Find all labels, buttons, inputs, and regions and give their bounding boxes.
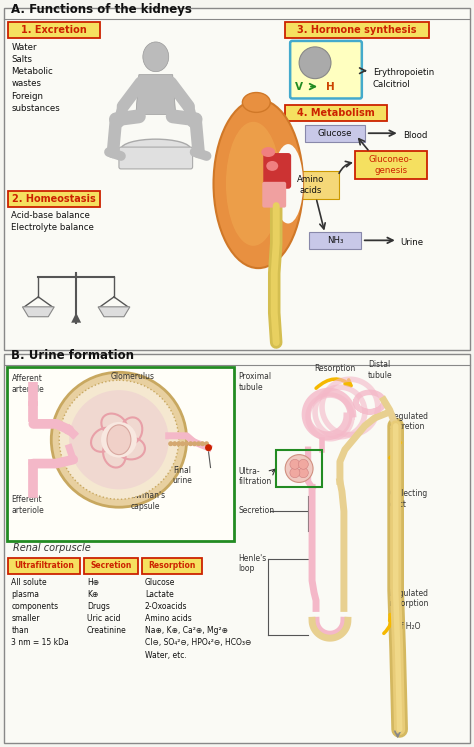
Polygon shape	[71, 313, 81, 323]
Ellipse shape	[266, 161, 278, 171]
FancyBboxPatch shape	[8, 368, 235, 541]
FancyBboxPatch shape	[285, 22, 428, 38]
Circle shape	[204, 441, 209, 446]
FancyBboxPatch shape	[9, 22, 100, 38]
Circle shape	[298, 468, 308, 477]
Circle shape	[290, 468, 300, 477]
Circle shape	[176, 441, 181, 446]
Text: Glucose: Glucose	[318, 128, 352, 137]
FancyBboxPatch shape	[309, 232, 361, 249]
FancyBboxPatch shape	[305, 125, 365, 142]
Text: NH₃: NH₃	[327, 236, 343, 245]
Circle shape	[200, 441, 205, 446]
Circle shape	[59, 380, 179, 499]
Circle shape	[184, 441, 189, 446]
Circle shape	[196, 441, 201, 446]
Text: Erythropoietin
Calcitriol: Erythropoietin Calcitriol	[373, 68, 434, 89]
Text: Henle's
loop: Henle's loop	[238, 554, 267, 573]
FancyBboxPatch shape	[355, 151, 427, 179]
Text: V: V	[295, 81, 303, 92]
Text: 3. Hormone synthesis: 3. Hormone synthesis	[297, 25, 417, 35]
FancyBboxPatch shape	[9, 558, 80, 574]
Circle shape	[189, 441, 192, 446]
Text: Blood: Blood	[402, 131, 427, 140]
Circle shape	[169, 441, 173, 446]
Text: Proximal
tubule: Proximal tubule	[238, 372, 272, 391]
FancyBboxPatch shape	[262, 182, 286, 208]
Circle shape	[180, 441, 185, 446]
Text: Efferent
arteriole: Efferent arteriole	[11, 495, 44, 515]
Text: Renal corpuscle: Renal corpuscle	[13, 543, 91, 553]
Text: B. Urine formation: B. Urine formation	[11, 350, 135, 362]
Text: Ultrafiltration: Ultrafiltration	[14, 561, 74, 570]
Circle shape	[290, 459, 300, 469]
Circle shape	[299, 47, 331, 78]
Circle shape	[177, 441, 181, 446]
Circle shape	[185, 441, 189, 446]
FancyBboxPatch shape	[4, 8, 470, 350]
Circle shape	[51, 372, 187, 507]
FancyBboxPatch shape	[285, 105, 387, 121]
Text: Resorption: Resorption	[148, 561, 195, 570]
FancyBboxPatch shape	[84, 558, 138, 574]
Ellipse shape	[226, 122, 281, 246]
Text: A. Functions of the kidneys: A. Functions of the kidneys	[11, 3, 192, 16]
Circle shape	[172, 441, 177, 446]
FancyBboxPatch shape	[283, 171, 339, 199]
Text: Water
Salts
Metabolic
wastes
Foreign
substances: Water Salts Metabolic wastes Foreign sub…	[11, 43, 60, 113]
Text: 2. Homeostasis: 2. Homeostasis	[12, 193, 96, 204]
Text: H⊕
K⊕
Drugs
Uric acid
Creatinine: H⊕ K⊕ Drugs Uric acid Creatinine	[87, 577, 127, 635]
FancyBboxPatch shape	[290, 41, 362, 99]
Circle shape	[173, 441, 177, 446]
Text: Secretion: Secretion	[91, 561, 132, 570]
Ellipse shape	[143, 42, 169, 72]
Circle shape	[192, 441, 197, 446]
Polygon shape	[136, 75, 176, 114]
Text: Regulated
resorption: Regulated resorption	[390, 589, 429, 608]
Text: Glomerulus: Glomerulus	[111, 372, 155, 381]
Text: Resorption: Resorption	[314, 365, 356, 374]
Ellipse shape	[261, 147, 275, 157]
Text: Acid-base balance
Electrolyte balance: Acid-base balance Electrolyte balance	[11, 211, 94, 232]
Circle shape	[181, 441, 185, 446]
Circle shape	[205, 444, 212, 451]
Text: 4. Metabolism: 4. Metabolism	[297, 108, 375, 118]
Text: Secretion: Secretion	[238, 506, 274, 515]
Circle shape	[298, 459, 308, 469]
Circle shape	[69, 390, 169, 489]
Polygon shape	[98, 307, 130, 317]
Text: 1. Excretion: 1. Excretion	[21, 25, 87, 35]
FancyBboxPatch shape	[9, 190, 100, 207]
Text: of H₂O: of H₂O	[396, 622, 420, 631]
Text: H: H	[326, 81, 334, 92]
Text: All solute
plasma
components
smaller
than
3 nm = 15 kDa: All solute plasma components smaller tha…	[11, 577, 69, 648]
Ellipse shape	[213, 99, 303, 268]
FancyBboxPatch shape	[4, 354, 470, 743]
Text: Final
urine: Final urine	[173, 465, 192, 485]
Text: Afferent
arteriole: Afferent arteriole	[11, 374, 44, 394]
Text: Regulated
secretion: Regulated secretion	[390, 412, 428, 431]
Ellipse shape	[121, 139, 191, 159]
FancyBboxPatch shape	[119, 147, 192, 169]
Circle shape	[168, 441, 173, 446]
Ellipse shape	[242, 93, 270, 112]
Text: Amino
acids: Amino acids	[297, 175, 325, 195]
Text: Ultra-
filtration: Ultra- filtration	[238, 467, 272, 486]
FancyBboxPatch shape	[263, 153, 291, 189]
Circle shape	[285, 455, 313, 483]
Text: Glucose
Lactate
2-Oxoacids
Amino acids
Na⊕, K⊕, Ca²⊕, Mg²⊕
Cl⊖, SO₄²⊖, HPO₄²⊖, H: Glucose Lactate 2-Oxoacids Amino acids N…	[145, 577, 251, 660]
Text: Gluconeo-
genesis: Gluconeo- genesis	[369, 155, 413, 175]
Ellipse shape	[273, 144, 303, 223]
Polygon shape	[22, 307, 54, 317]
Circle shape	[101, 422, 137, 458]
Text: Bowman's
capsule: Bowman's capsule	[126, 492, 165, 511]
Ellipse shape	[107, 425, 131, 455]
Circle shape	[188, 441, 193, 446]
Text: Urine: Urine	[401, 238, 424, 247]
Text: Distal
tubule: Distal tubule	[368, 360, 392, 379]
Text: Collecting
duct: Collecting duct	[390, 489, 428, 509]
FancyBboxPatch shape	[142, 558, 201, 574]
